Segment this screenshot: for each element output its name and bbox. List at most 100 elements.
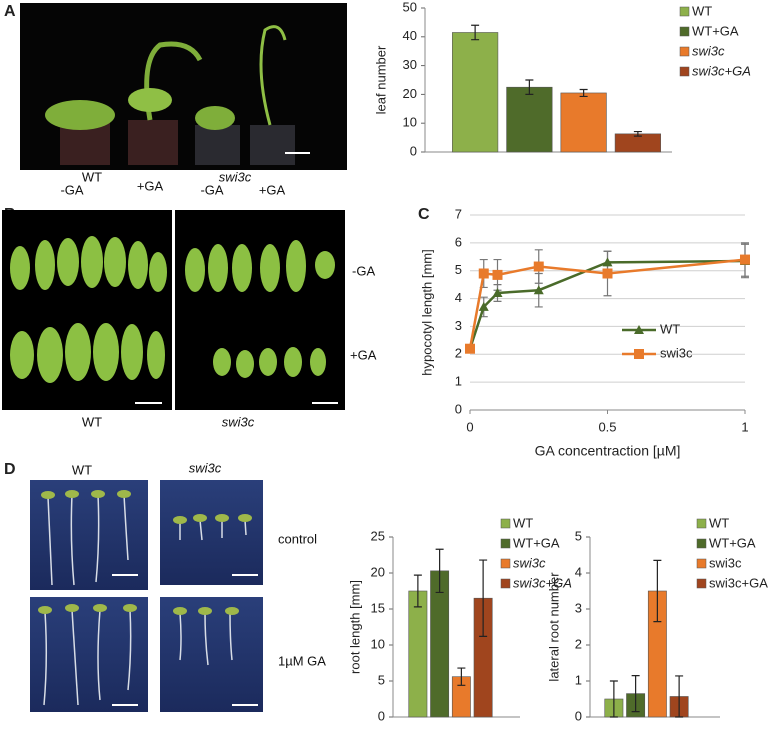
y-tick-label: 5 xyxy=(378,672,385,687)
marker xyxy=(492,288,503,297)
legend-label: WT+GA xyxy=(692,23,739,38)
y-tick-label: 3 xyxy=(575,600,582,615)
legend-swatch xyxy=(696,518,707,529)
panel-label: D xyxy=(4,461,16,478)
legend-label: swi3c xyxy=(692,43,725,58)
error-bar xyxy=(579,88,588,98)
legend-label: WT+GA xyxy=(513,535,560,550)
legend-swatch xyxy=(679,6,690,17)
y-axis-label: hypocotyl length [mm] xyxy=(419,249,434,375)
photo-label: swi3c xyxy=(219,169,252,184)
x-tick-label: 0.5 xyxy=(598,419,616,434)
photo-label: -GA xyxy=(200,182,223,197)
legend-swatch xyxy=(679,46,690,57)
error-bar xyxy=(525,79,534,95)
legend-label: swi3c+GA xyxy=(692,63,751,78)
y-tick-label: 20 xyxy=(403,86,417,101)
error-bar xyxy=(653,559,662,623)
bar xyxy=(506,86,553,153)
marker xyxy=(602,257,613,267)
y-tick-label: 25 xyxy=(371,528,385,543)
marker xyxy=(478,301,489,311)
error-bar xyxy=(631,675,640,713)
photo-label: -GA xyxy=(352,263,375,278)
x-tick-label: 0 xyxy=(466,419,473,434)
legend-label: swi3c+GA xyxy=(709,575,768,590)
y-tick-label: 0 xyxy=(455,401,462,416)
y-tick-label: 20 xyxy=(371,564,385,579)
y-tick-label: 5 xyxy=(455,262,462,277)
y-tick-label: 6 xyxy=(455,234,462,249)
legend-swatch xyxy=(500,558,511,569)
photo-label: swi3c xyxy=(189,460,222,475)
panel-label: A xyxy=(4,3,16,20)
legend-swatch xyxy=(696,538,707,549)
y-axis-label: leaf number xyxy=(373,45,388,114)
legend-label: WT xyxy=(692,3,712,18)
y-tick-label: 0 xyxy=(410,143,417,158)
legend-label: WT xyxy=(709,515,729,530)
photo-label: +GA xyxy=(259,182,286,197)
y-tick-label: 50 xyxy=(403,0,417,14)
y-tick-label: 4 xyxy=(575,564,582,579)
error-bar xyxy=(609,680,618,718)
photo-label: WT xyxy=(72,462,92,477)
y-tick-label: 2 xyxy=(455,346,462,361)
panel-label: C xyxy=(418,206,430,223)
error-bar xyxy=(457,667,466,686)
marker xyxy=(492,269,503,280)
legend-swatch xyxy=(500,538,511,549)
y-tick-label: 40 xyxy=(403,28,417,43)
legend-label: WT xyxy=(513,515,533,530)
error-bar xyxy=(479,559,488,637)
photo-label: -GA xyxy=(60,182,83,197)
y-tick-label: 30 xyxy=(403,57,417,72)
photo-label: swi3c xyxy=(222,414,255,429)
photo-label: +GA xyxy=(350,347,377,362)
marker xyxy=(465,343,475,354)
line xyxy=(468,258,746,349)
x-axis-label: GA concentraction [µM] xyxy=(535,443,681,459)
photo-label: 1µM GA xyxy=(278,653,326,668)
legend-label: WT+GA xyxy=(709,535,756,550)
marker xyxy=(602,268,613,279)
legend-swatch xyxy=(500,518,511,529)
line xyxy=(468,259,746,350)
y-tick-label: 3 xyxy=(455,318,462,333)
y-tick-label: 2 xyxy=(575,636,582,651)
error-bar xyxy=(435,548,444,594)
legend-swatch xyxy=(500,578,511,589)
y-tick-label: 7 xyxy=(455,206,462,221)
y-tick-label: 5 xyxy=(575,528,582,543)
y-axis-label: lateral root number xyxy=(546,572,561,682)
photo-label: WT xyxy=(82,414,102,429)
legend-label: swi3c xyxy=(513,555,546,570)
error-bar xyxy=(675,675,684,718)
legend-marker xyxy=(634,325,644,334)
legend-label: swi3c xyxy=(709,555,742,570)
marker xyxy=(740,254,750,265)
photo-label: +GA xyxy=(137,178,164,193)
legend-label: WT xyxy=(660,321,680,336)
y-tick-label: 10 xyxy=(371,636,385,651)
x-tick-label: 1 xyxy=(741,419,748,434)
legend-swatch xyxy=(696,578,707,589)
bar xyxy=(408,590,428,718)
legend-label: swi3c xyxy=(660,345,693,360)
marker xyxy=(533,261,544,272)
photo-label: control xyxy=(278,531,317,546)
legend-swatch xyxy=(679,26,690,37)
legend-swatch xyxy=(696,558,707,569)
y-tick-label: 15 xyxy=(371,600,385,615)
photo xyxy=(30,480,263,712)
legend-label: swi3c+GA xyxy=(513,575,572,590)
y-tick-label: 0 xyxy=(378,708,385,723)
marker xyxy=(533,285,544,295)
photo xyxy=(2,210,345,410)
error-bar xyxy=(471,24,480,41)
error-bar xyxy=(413,574,422,608)
bar xyxy=(452,32,499,153)
y-axis-label: root length [mm] xyxy=(347,580,362,674)
error-bar xyxy=(633,130,642,137)
